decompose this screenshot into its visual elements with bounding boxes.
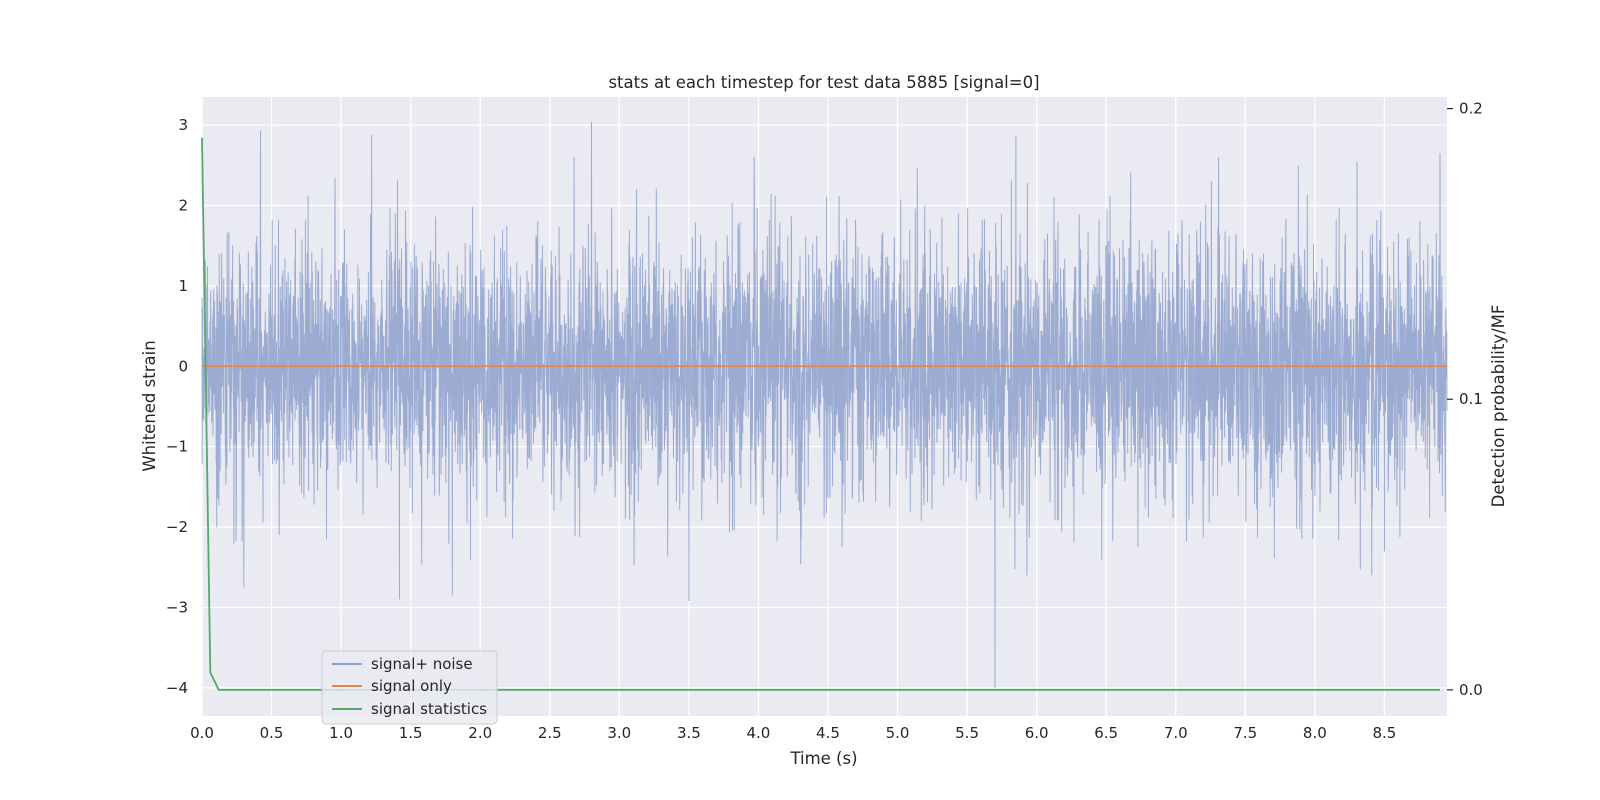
x-tick-label: 2.0 [468,724,492,742]
legend-box [321,650,498,725]
x-tick-label: 7.0 [1164,724,1188,742]
x-tick-label: 0.0 [190,724,214,742]
x-tick-label: 1.0 [329,724,353,742]
x-tick-label: 4.0 [746,724,770,742]
signal-statistics-line [201,137,1440,691]
x-tick-label: 2.5 [538,724,562,742]
x-tick-label: 3.0 [607,724,631,742]
x-tick-label: 6.0 [1025,724,1049,742]
x-tick-label: 7.5 [1233,724,1257,742]
series-overlays [201,137,1447,691]
signal-noise-line [201,121,1448,688]
legend-label-signal-statistics: signal statistics [371,700,487,718]
y-tick-label: −2 [166,518,188,536]
y2-tick-label: 0.0 [1459,681,1483,699]
x-axis-label: Time (s) [789,749,857,768]
legend-label-signal-noise: signal+ noise [371,655,473,673]
x-tick-label: 0.5 [260,724,284,742]
x-tick-label: 5.5 [955,724,979,742]
y-tick-label: 2 [178,197,188,215]
x-tick-label: 3.5 [677,724,701,742]
series-signal-noise [201,121,1448,688]
y-tick-label: −4 [166,679,188,697]
x-tick-label: 4.5 [816,724,840,742]
y-tick-label: 0 [178,357,188,375]
x-tick-label: 1.5 [399,724,423,742]
y2-axis-label: Detection probability/MF [1489,305,1508,508]
x-tick-label: 8.0 [1303,724,1327,742]
y2-tick-label: 0.1 [1459,390,1483,408]
y-tick-label: −3 [166,598,188,616]
chart-title: stats at each timestep for test data 588… [608,73,1039,92]
y2-axis-ticks: 0.0 0.1 0.2 [1447,100,1483,699]
y-tick-label: −1 [166,438,188,456]
y-axis-ticks: −4 −3 −2 −1 0 1 2 3 [166,116,188,697]
x-tick-label: 8.5 [1372,724,1396,742]
y-axis-label: Whitened strain [140,340,159,471]
x-tick-label: 5.0 [886,724,910,742]
legend-label-signal-only: signal only [371,677,452,695]
x-tick-label: 6.5 [1094,724,1118,742]
y-tick-label: 1 [178,277,188,295]
y2-tick-label: 0.2 [1459,100,1483,118]
y-tick-label: 3 [178,116,188,134]
legend: signal+ noise signal only signal statist… [321,650,498,725]
x-axis-ticks: 0.0 0.5 1.0 1.5 2.0 2.5 3.0 3.5 4.0 4.5 5.0 5.5 6.0 6… [190,724,1396,742]
